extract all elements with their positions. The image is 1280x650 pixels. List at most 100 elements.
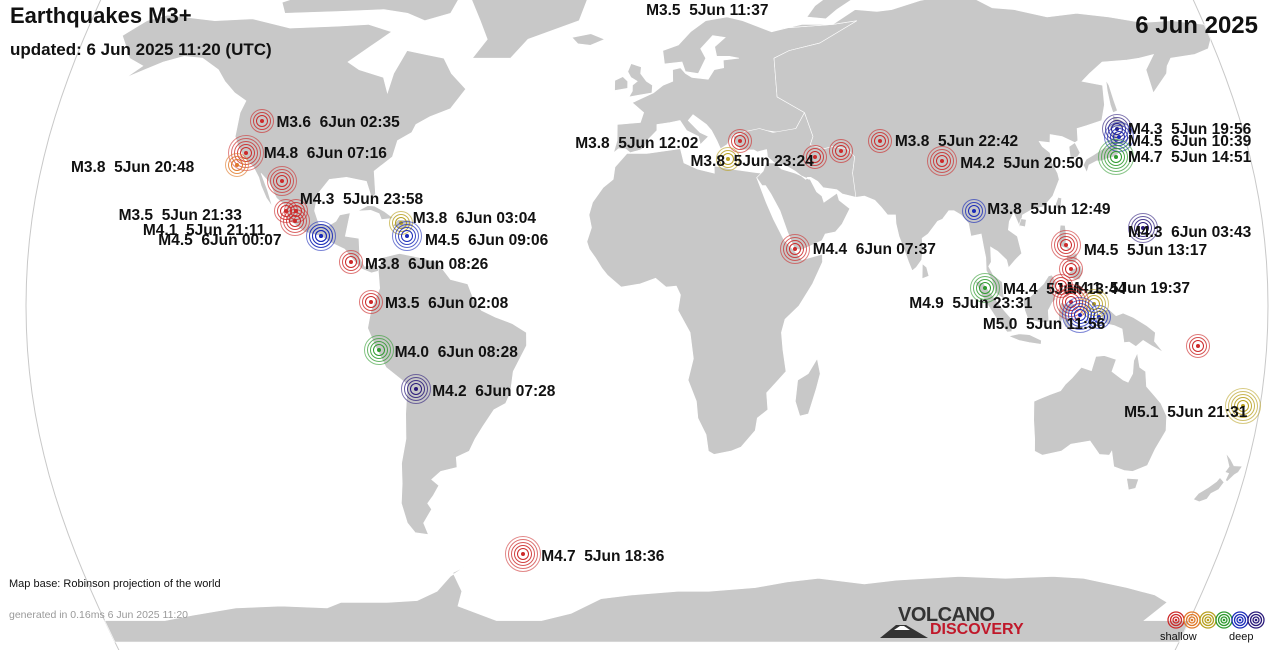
earthquake-magnitude: M4.5 [1128,132,1163,150]
depth-legend-rings [1167,611,1265,629]
earthquake-epicenter-dot [1068,266,1073,271]
earthquake-magnitude: M4.5 [158,232,193,250]
earthquake-label[interactable]: M3.8 5Jun 12:49 [987,201,1110,219]
earthquake-ring [1101,141,1131,172]
land-australia [1033,351,1167,472]
earthquake-label[interactable]: M4.2 6Jun 07:28 [432,383,555,401]
earthquake-label[interactable]: M4.3 5Jun 23:58 [300,191,423,209]
logo-text-volcano: VOLCANO [898,604,995,626]
land-sri-lanka [921,263,930,280]
earthquake-magnitude: M4.5 [1083,241,1119,259]
legend-dot-shallow_mid [1190,618,1194,622]
earthquake-label[interactable]: M3.5 5Jun 11:37 [646,2,768,20]
earthquake-label[interactable]: M4.2 5Jun 20:50 [960,155,1083,173]
earthquake-ring [962,198,987,223]
earthquake-time: 6Jun 07:16 [306,144,387,162]
earthquake-epicenter-dot [1114,154,1118,159]
earthquake-label[interactable]: M4.3 6Jun 03:43 [1128,224,1251,242]
earthquake-label[interactable]: M3.8 5Jun 22:42 [895,133,1018,151]
earthquake-label[interactable]: M4.0 6Jun 08:28 [395,344,518,362]
earthquake-label[interactable]: M5.0 5Jun 11:56 [983,316,1105,334]
legend-ring-shallow_mid [1188,616,1196,624]
earthquake-ring [1064,262,1077,275]
earthquake-ring [979,282,991,295]
earthquake-ring [802,144,827,169]
earthquake-magnitude: M5.1 [1124,403,1159,421]
legend-ring-shallow [1169,613,1183,627]
earthquake-label[interactable]: M3.5 6Jun 02:08 [385,295,508,313]
earthquake-time: 5Jun 21:11 [185,222,266,240]
earthquake-label[interactable]: M3.8 5Jun 20:48 [71,159,194,177]
earthquake-time: 6Jun 02:08 [428,294,509,312]
earthquake-label[interactable]: M3.8 6Jun 03:04 [413,210,536,228]
earthquake-magnitude: M5.0 [982,315,1018,333]
earthquake-ring [369,341,388,359]
earthquake-magnitude: M3.8 [987,200,1022,218]
earthquake-label[interactable]: M3.8 5Jun 12:02 [575,135,698,153]
earthquake-epicenter-dot [812,154,817,159]
earthquake-ring [228,156,246,174]
earthquake-ring [828,138,853,163]
earthquake-label[interactable]: M4.5 6Jun 00:07 [158,232,281,250]
earthquake-label[interactable]: M4.4 6Jun 07:37 [813,241,936,259]
earthquake-ring [225,153,249,177]
earthquake-magnitude: M4.8 [263,144,299,162]
earthquake-label[interactable]: M3.5 5Jun 21:33 [119,207,242,225]
earthquake-magnitude: M4.3 [1128,223,1163,241]
earthquake-label[interactable]: M4.1 5Jun 21:11 [143,222,265,240]
earthquake-ring [1067,302,1092,327]
earthquake-ring [339,250,363,274]
earthquake-ring [1061,296,1098,333]
earthquake-label[interactable]: M3.8 6Jun 08:26 [365,256,488,274]
earthquake-ring [1053,232,1078,257]
volcano-discovery-logo[interactable]: VOLCANO DISCOVERY [880,604,1040,640]
earthquake-label[interactable]: M4.9 5Jun 23:31 [909,295,1032,313]
earthquake-ring [1231,393,1256,418]
depth-legend: shallow deep [1160,610,1270,646]
earthquake-ring [1185,333,1210,358]
earthquake-ring [505,535,542,572]
earthquake-label[interactable]: M4.7 5Jun 18:36 [541,548,664,566]
earthquake-ring [359,289,383,314]
earthquake-label[interactable]: M4.3 5Jun 19:56 [1128,121,1251,139]
earthquake-time: 5Jun 12:49 [1030,200,1111,218]
earthquake-label[interactable]: M4.5 6Jun 09:06 [425,232,548,250]
earthquake-magnitude: M3.5 [118,206,154,224]
earthquake-label[interactable]: M4.7 5Jun 14:51 [1128,149,1251,167]
earthquake-epicenter-dot [1063,242,1068,247]
earthquake-label[interactable]: M5.1 5Jun 21:31 [1124,404,1247,422]
legend-dot-mid_deep [1222,618,1226,622]
earthquake-ring [927,145,958,176]
earthquake-time: 5Jun 21:33 [161,206,242,224]
earthquake-ring [715,146,740,171]
earthquake-ring [315,230,328,243]
earthquake-label[interactable]: M4.5 5Jun 13:17 [1084,242,1207,260]
earthquake-ring [410,382,423,395]
earthquake-epicenter-dot [1241,403,1246,408]
earthquake-label[interactable]: M4.5 6Jun 10:39 [1128,133,1251,151]
earthquake-label[interactable]: M3.8 5Jun 23:24 [691,153,814,171]
legend-ring-very_deep [1249,613,1263,627]
land-north-america [122,14,467,274]
earthquake-epicenter-dot [940,158,945,163]
earthquake-ring [731,131,750,150]
earthquake-magnitude: M4.5 [425,232,460,250]
earthquake-magnitude: M4.2 [960,154,995,172]
earthquake-label[interactable]: M4.8 6Jun 07:16 [264,145,387,163]
legend-dot-mid [1206,618,1210,622]
earthquake-ring [345,256,357,268]
earthquake-ring [1188,336,1207,355]
land-java [1008,333,1042,345]
earthquake-magnitude: M4.3 [1128,120,1163,138]
land-masses [104,0,1243,643]
legend-dot-deep [1238,618,1242,622]
legend-ring-very_deep [1247,611,1265,629]
earthquake-ring [392,221,422,252]
earthquake-time: 5Jun 21:31 [1167,403,1248,421]
earthquake-ring [404,376,429,401]
earthquake-ring [873,134,886,147]
earthquake-ring [1070,305,1089,324]
legend-deep-label: deep [1229,631,1254,643]
earthquake-label[interactable]: M3.6 6Jun 02:35 [277,114,400,132]
earthquake-magnitude: M4.4 [812,241,848,259]
